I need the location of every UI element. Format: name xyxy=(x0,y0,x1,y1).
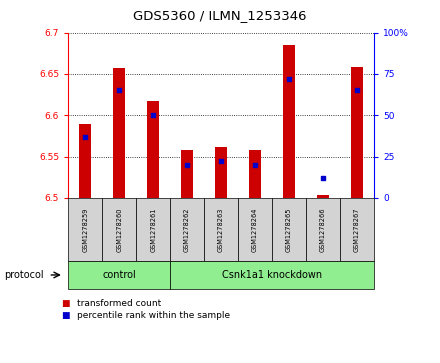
Bar xyxy=(215,147,227,198)
Point xyxy=(116,87,123,93)
Text: GSM1278261: GSM1278261 xyxy=(150,207,156,252)
Text: control: control xyxy=(102,270,136,280)
Point xyxy=(353,87,360,93)
Bar xyxy=(181,150,193,198)
Text: GSM1278262: GSM1278262 xyxy=(184,207,190,252)
Bar xyxy=(317,195,329,198)
Text: protocol: protocol xyxy=(4,270,44,280)
Point xyxy=(286,76,293,82)
Text: ■: ■ xyxy=(62,311,70,320)
Text: GSM1278259: GSM1278259 xyxy=(82,207,88,252)
Text: Csnk1a1 knockdown: Csnk1a1 knockdown xyxy=(222,270,322,280)
Point xyxy=(319,175,326,181)
Point xyxy=(218,159,225,164)
Bar xyxy=(283,45,295,198)
Text: percentile rank within the sample: percentile rank within the sample xyxy=(77,311,230,320)
Text: ■: ■ xyxy=(62,299,70,307)
Point xyxy=(252,162,259,168)
Bar xyxy=(79,123,91,198)
Text: GSM1278263: GSM1278263 xyxy=(218,207,224,252)
Bar xyxy=(113,68,125,198)
Point xyxy=(82,134,89,140)
Text: transformed count: transformed count xyxy=(77,299,161,307)
Point xyxy=(150,113,157,118)
Bar xyxy=(351,68,363,198)
Text: GSM1278260: GSM1278260 xyxy=(116,207,122,252)
Text: GSM1278264: GSM1278264 xyxy=(252,207,258,252)
Text: GSM1278267: GSM1278267 xyxy=(354,207,360,252)
Bar xyxy=(249,150,261,198)
Text: GSM1278266: GSM1278266 xyxy=(320,207,326,252)
Bar xyxy=(147,101,159,198)
Text: GSM1278265: GSM1278265 xyxy=(286,207,292,252)
Point xyxy=(183,162,191,168)
Text: GDS5360 / ILMN_1253346: GDS5360 / ILMN_1253346 xyxy=(133,9,307,22)
